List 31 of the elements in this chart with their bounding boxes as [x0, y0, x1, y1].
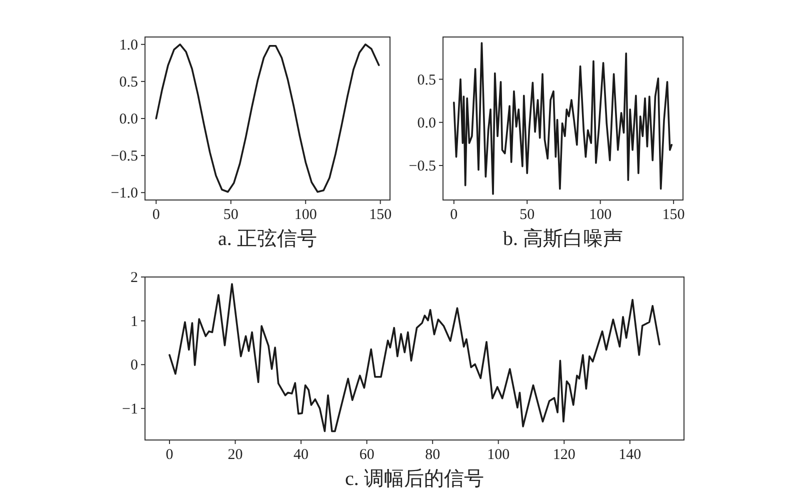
x-tick-label: 40: [294, 447, 309, 463]
x-tick-label: 60: [359, 447, 374, 463]
y-tick-label: 0.0: [119, 112, 138, 128]
y-tick-label: 0.5: [119, 74, 138, 90]
y-tick-label: 0.0: [417, 115, 436, 132]
x-tick-label: 50: [520, 207, 535, 223]
x-tick-label: 140: [618, 447, 642, 463]
x-tick-label: 0: [450, 207, 458, 223]
y-tick-label: −1.0: [110, 186, 138, 202]
x-axis-title: b. 高斯白噪声: [503, 227, 623, 250]
x-tick-label: 50: [223, 207, 238, 223]
y-tick-label: −0.5: [110, 148, 138, 165]
x-tick-label: 100: [589, 207, 612, 223]
y-tick-label: 1.0: [119, 37, 138, 54]
x-tick-label: 0: [166, 447, 174, 463]
x-tick-label: 100: [294, 207, 317, 223]
x-tick-label: 150: [369, 207, 392, 223]
y-tick-label: −1: [122, 401, 138, 418]
y-tick-label: 0: [130, 358, 138, 374]
x-tick-label: 120: [552, 447, 576, 463]
x-tick-label: 150: [662, 207, 685, 223]
x-axis-title: c. 调幅后的信号: [345, 468, 484, 490]
x-tick-label: 0: [152, 207, 160, 223]
y-tick-label: 1: [130, 314, 138, 330]
y-tick-label: 0.5: [417, 72, 436, 88]
x-tick-label: 100: [487, 447, 510, 463]
y-tick-label: 2: [130, 270, 138, 286]
x-tick-label: 80: [425, 447, 440, 463]
y-tick-label: −0.5: [408, 158, 436, 175]
x-tick-label: 20: [228, 447, 243, 463]
x-axis-title: a. 正弦信号: [218, 228, 317, 250]
